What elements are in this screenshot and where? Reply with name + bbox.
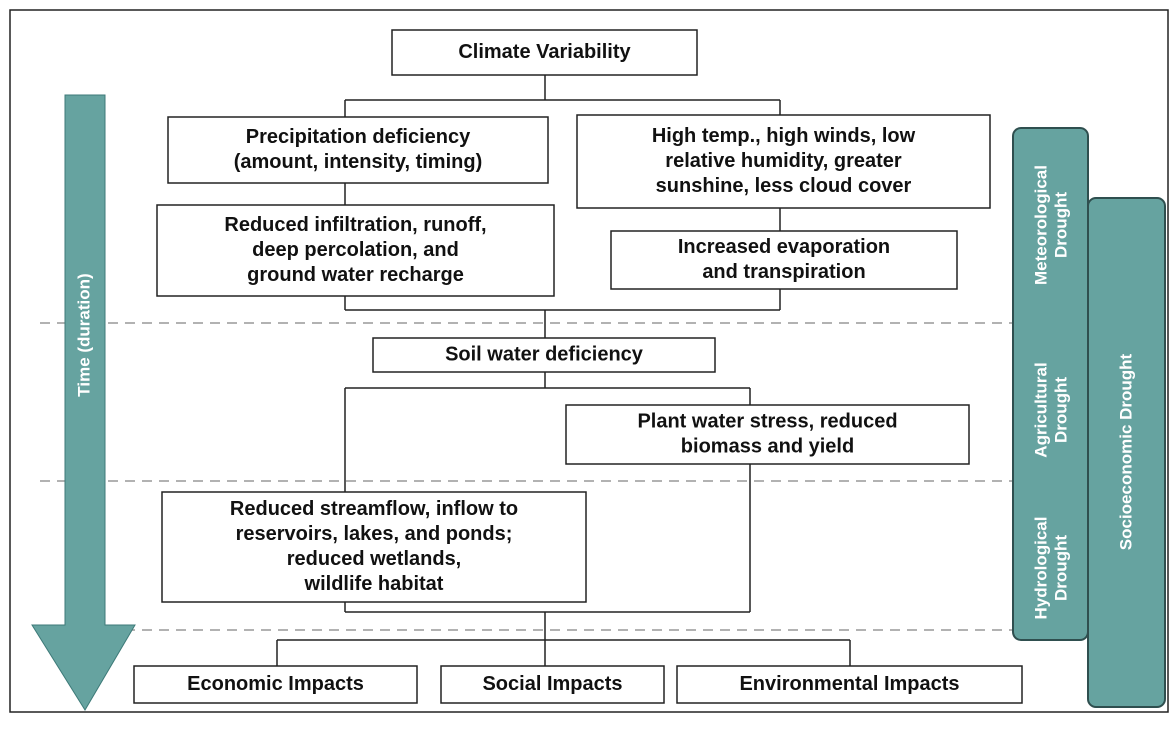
node-text: deep percolation, and: [252, 239, 459, 261]
drought-bars: Socioeconomic Drought Meteorological Drou…: [1012, 127, 1166, 708]
node: High temp., high winds, low relative humi…: [576, 114, 991, 209]
node: Economic Impacts: [133, 665, 418, 704]
socioeconomic-bar: [1087, 197, 1166, 708]
node-box: [676, 665, 1023, 704]
node-text: Environmental Impacts: [739, 673, 959, 695]
node-box: [167, 116, 549, 184]
node-text: Reduced infiltration, runoff,: [224, 214, 486, 236]
drought-label: Drought: [1051, 535, 1070, 601]
node-text: ground water recharge: [247, 264, 464, 286]
node-text: biomass and yield: [681, 435, 854, 457]
node: Increased evaporation and transpiration: [610, 230, 958, 290]
node-text: reservoirs, lakes, and ponds;: [236, 523, 513, 545]
time-label: Time (duration): [74, 273, 93, 396]
node: Precipitation deficiency (amount, intensi…: [167, 116, 549, 184]
drought-label: Agricultural: [1031, 362, 1050, 457]
node: Reduced streamflow, inflow to reservoirs,…: [161, 491, 587, 603]
arrow-shape: [31, 94, 136, 711]
node-box: [440, 665, 665, 704]
nodes: Climate Variability Precipitation deficie…: [133, 29, 1023, 704]
node-text: High temp., high winds, low: [652, 125, 916, 147]
node-text: Economic Impacts: [187, 673, 364, 695]
time-arrow: Time (duration): [31, 94, 136, 711]
drought-label: Hydrological: [1031, 517, 1050, 620]
connectors: [276, 75, 851, 666]
node: Social Impacts: [440, 665, 665, 704]
node-box: [372, 337, 716, 373]
node-box: [610, 230, 958, 290]
node-text: relative humidity, greater: [665, 150, 902, 172]
node-box: [156, 204, 555, 297]
node-box: [565, 404, 970, 465]
node: Soil water deficiency: [372, 337, 716, 373]
node-text: (amount, intensity, timing): [234, 151, 483, 173]
node: Environmental Impacts: [676, 665, 1023, 704]
node-box: [133, 665, 418, 704]
node-text: Climate Variability: [458, 41, 631, 63]
node-text: Reduced streamflow, inflow to: [230, 498, 518, 520]
node-text: Plant water stress, reduced: [637, 410, 897, 432]
node: Plant water stress, reduced biomass and y…: [565, 404, 970, 465]
drought-label: Meteorological: [1031, 165, 1050, 285]
node-text: and transpiration: [702, 261, 865, 283]
node-box: [391, 29, 698, 76]
node-box: [161, 491, 587, 603]
node-text: wildlife habitat: [304, 573, 444, 595]
stage-dividers: [40, 322, 1165, 631]
connector-lines: [276, 75, 851, 666]
node: Reduced infiltration, runoff, deep percol…: [156, 204, 555, 297]
node-text: reduced wetlands,: [287, 548, 462, 570]
node-text: Social Impacts: [482, 673, 622, 695]
node-text: Increased evaporation: [678, 236, 890, 258]
node: Climate Variability: [391, 29, 698, 76]
drought-label: Drought: [1051, 192, 1070, 258]
node-text: Soil water deficiency: [445, 343, 644, 365]
socioeconomic-label: Socioeconomic Drought: [1116, 353, 1135, 550]
node-box: [576, 114, 991, 209]
node-text: Precipitation deficiency: [246, 126, 471, 148]
node-text: sunshine, less cloud cover: [656, 175, 912, 197]
drought-label: Drought: [1051, 377, 1070, 443]
